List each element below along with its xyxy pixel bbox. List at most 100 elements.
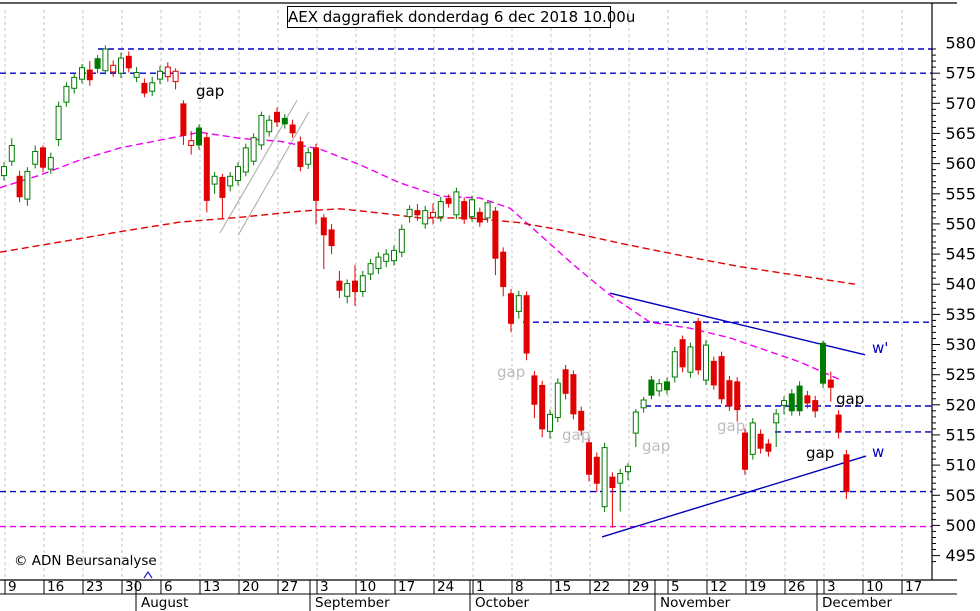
candle-body xyxy=(710,360,717,386)
candle-body xyxy=(398,228,405,253)
y-axis-label: 565 xyxy=(945,124,976,143)
candle-body xyxy=(820,342,826,384)
gap-label: gap xyxy=(836,390,864,408)
y-axis-label: 515 xyxy=(945,425,976,444)
candle-body xyxy=(586,442,592,475)
month-label: October xyxy=(475,595,529,611)
candle-body xyxy=(414,210,421,216)
y-axis-label: 560 xyxy=(945,154,976,173)
day-label: 1 xyxy=(476,579,485,595)
candle-body xyxy=(164,66,171,78)
candle-body xyxy=(461,201,468,220)
y-axis-label: 555 xyxy=(945,184,976,203)
candle-body xyxy=(508,293,514,324)
candle-body xyxy=(469,199,475,218)
candle-body xyxy=(125,55,132,69)
candle-body xyxy=(328,229,335,247)
candle-body xyxy=(726,380,733,407)
candle-body xyxy=(94,58,101,69)
day-label: 19 xyxy=(749,579,766,595)
y-axis-label: 495 xyxy=(945,546,976,565)
y-axis-label: 535 xyxy=(945,305,976,324)
day-label: 5 xyxy=(671,579,680,595)
candle-body xyxy=(133,72,140,78)
y-axis-label: 520 xyxy=(945,395,976,414)
y-axis-label: 550 xyxy=(945,214,976,233)
month-label: August xyxy=(141,595,188,611)
candle-body xyxy=(570,374,577,415)
candle-body xyxy=(110,64,117,73)
candle-body xyxy=(8,145,15,162)
candle-body xyxy=(617,473,624,484)
candle-body xyxy=(63,85,70,103)
candle-body xyxy=(320,217,327,236)
candle-body xyxy=(336,280,343,291)
candle-body xyxy=(258,114,265,146)
y-axis-label: 580 xyxy=(945,34,976,53)
candle-body xyxy=(656,383,663,392)
chart-title: AEX daggrafiek donderdag 6 dec 2018 10.0… xyxy=(288,8,636,26)
candle-body xyxy=(118,57,124,74)
candle-body xyxy=(1,166,7,177)
candle-body xyxy=(547,413,553,432)
trendline-label: w' xyxy=(872,339,888,357)
candle-body xyxy=(539,385,546,430)
candle-body xyxy=(71,76,78,89)
y-axis-label: 525 xyxy=(945,365,976,384)
copyright: © ADN Beursanalyse xyxy=(14,553,157,569)
y-axis-label: 505 xyxy=(945,486,976,505)
candle-body xyxy=(32,151,39,165)
candle-body xyxy=(422,210,429,225)
candle-body xyxy=(266,119,273,133)
candle-body xyxy=(102,48,109,72)
candle-body xyxy=(742,432,748,470)
candle-body xyxy=(391,249,397,262)
candle-body xyxy=(718,356,725,400)
trendline-label: w xyxy=(872,443,884,461)
day-label: 27 xyxy=(281,579,298,595)
day-label: 17 xyxy=(398,579,415,595)
day-label: 10 xyxy=(866,579,883,595)
candle-body xyxy=(734,381,741,411)
candle-body xyxy=(250,137,257,162)
candle-body xyxy=(625,465,631,473)
candle-body xyxy=(781,400,787,406)
gap-label: gap xyxy=(806,444,834,462)
y-axis-label: 530 xyxy=(945,335,976,354)
candle-body xyxy=(578,410,585,431)
day-label: 15 xyxy=(554,579,571,595)
candle-body xyxy=(40,147,46,168)
month-label: December xyxy=(822,595,892,611)
candle-body xyxy=(359,275,366,292)
candle-body xyxy=(141,82,148,94)
candle-body xyxy=(430,211,436,218)
candle-body xyxy=(406,208,413,218)
candle-body xyxy=(632,411,639,434)
candle-body xyxy=(313,147,319,201)
candle-body xyxy=(352,280,358,293)
day-label: 8 xyxy=(515,579,524,595)
axis-marker xyxy=(143,570,153,579)
candle-body xyxy=(773,413,780,424)
candle-body xyxy=(687,346,694,373)
candle-body xyxy=(86,69,93,81)
candle-body xyxy=(211,175,218,185)
candle-body xyxy=(695,321,702,371)
candle-body xyxy=(227,175,234,187)
y-axis-label: 510 xyxy=(945,456,976,475)
day-label: 24 xyxy=(437,579,454,595)
candle-body xyxy=(788,393,795,412)
month-label: September xyxy=(315,595,390,611)
candle-body xyxy=(219,177,226,198)
candle-body xyxy=(16,175,23,198)
candle-body xyxy=(297,141,304,168)
candle-body xyxy=(804,395,811,404)
candle-body xyxy=(531,375,538,405)
candle-body xyxy=(180,103,187,136)
ma-slow-line xyxy=(0,208,856,285)
candle-body xyxy=(648,379,655,396)
candle-body xyxy=(796,385,803,412)
candle-body xyxy=(242,147,249,173)
